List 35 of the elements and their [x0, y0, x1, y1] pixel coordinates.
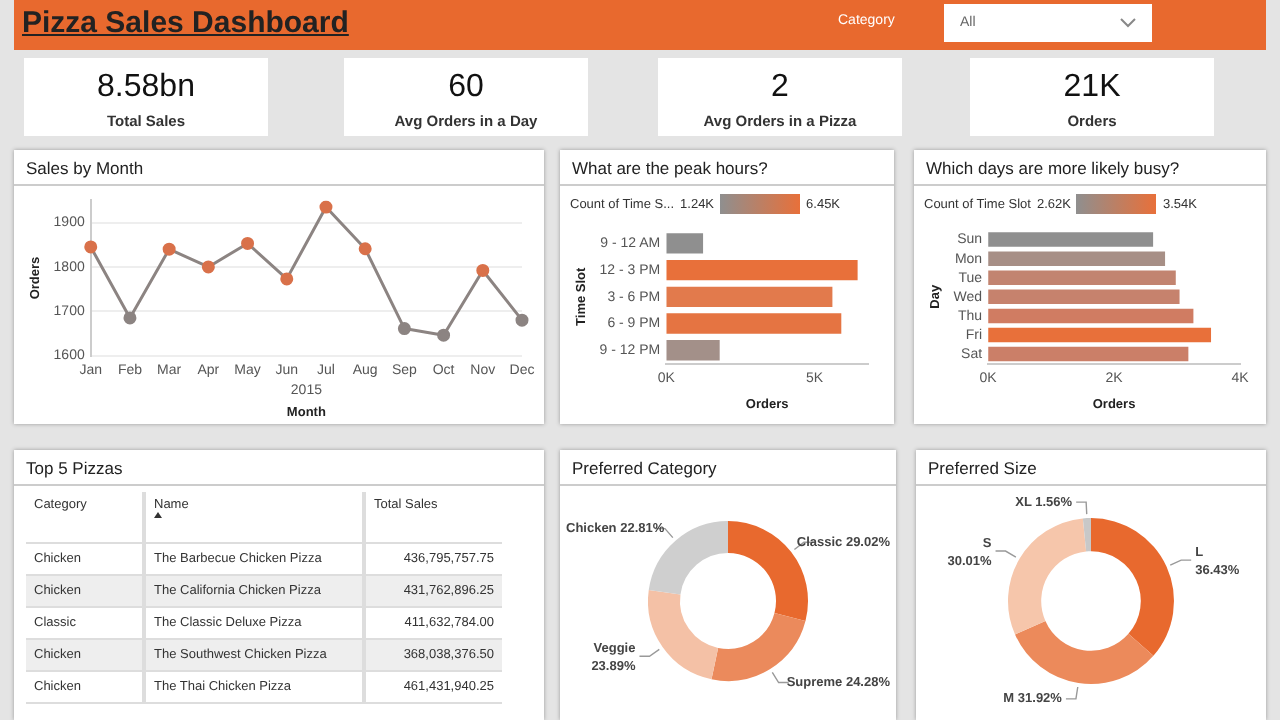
point [358, 242, 372, 256]
point [280, 272, 294, 286]
chart-title: Preferred Size [916, 450, 1266, 486]
point [515, 313, 529, 327]
bar [988, 232, 1154, 247]
point [201, 260, 215, 274]
chart-title: Which days are more likely busy? [914, 150, 1266, 186]
point [162, 242, 176, 256]
point [319, 200, 333, 214]
point [123, 311, 137, 325]
text: 60 [446, 70, 486, 106]
bar [666, 286, 833, 307]
point [241, 236, 255, 250]
point [84, 240, 98, 254]
chart-title: What are the peak hours? [560, 150, 894, 186]
text: Pizza Sales Dashboard [22, 6, 349, 40]
point [437, 328, 451, 342]
text: 8.58bn [95, 70, 197, 106]
bar [666, 340, 720, 361]
point [397, 322, 411, 336]
bar [666, 313, 842, 334]
bar [988, 327, 1212, 343]
text: 2 [769, 70, 791, 106]
text: Top 5 Pizzas [14, 450, 544, 486]
bar [988, 270, 1176, 285]
chart-title: Sales by Month [14, 150, 544, 186]
bar [988, 346, 1189, 362]
text: 21K [1061, 70, 1123, 106]
bar [666, 233, 704, 254]
bar [666, 259, 858, 281]
bar [988, 289, 1180, 305]
bar [988, 308, 1194, 324]
bar [988, 251, 1166, 266]
chart-title: Preferred Category [560, 450, 896, 486]
point [476, 263, 490, 277]
